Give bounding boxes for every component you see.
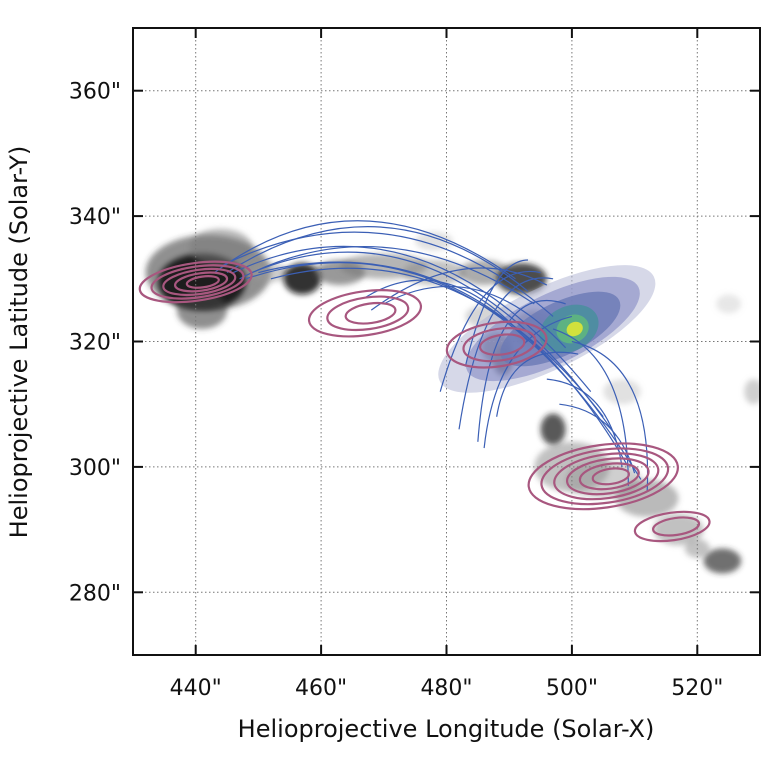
x-tick-label: 520"	[671, 676, 723, 701]
y-tick-label: 320"	[69, 331, 121, 356]
x-tick-label: 480"	[420, 676, 472, 701]
contour-level	[185, 275, 220, 289]
contour-level	[462, 327, 537, 363]
euv-bright-patch	[653, 513, 704, 546]
field-line	[220, 231, 554, 317]
euv-bright-patch	[402, 259, 466, 286]
euv-bright-patch	[189, 228, 253, 267]
field-line	[496, 351, 579, 417]
field-line	[571, 340, 649, 493]
pink-contour-sources	[138, 260, 711, 543]
euv-bright-patch	[603, 379, 641, 405]
field-line	[239, 245, 535, 305]
y-axis-title: Helioprojective Latitude (Solar-Y)	[5, 146, 33, 539]
field-line	[464, 259, 529, 367]
contour-level	[173, 271, 229, 293]
euv-bright-patch	[540, 413, 566, 445]
contour-level	[591, 467, 631, 486]
contour-level	[162, 267, 237, 297]
x-tick-label: 500"	[546, 676, 598, 701]
contour-level	[527, 442, 679, 511]
contour-level	[478, 333, 526, 356]
y-tick-label: 280"	[69, 581, 121, 606]
euv-bright-patch	[703, 548, 742, 574]
euv-bright-patch	[415, 231, 453, 251]
filled-source-level	[566, 321, 583, 337]
field-line	[552, 328, 629, 486]
field-line	[251, 251, 617, 436]
field-line	[546, 378, 623, 467]
field-line	[214, 220, 516, 280]
contour-level	[578, 462, 640, 491]
contour-level	[565, 457, 650, 496]
contour-level	[344, 301, 397, 325]
field-line	[370, 267, 548, 311]
x-tick-label: 440"	[170, 676, 222, 701]
contour-level	[540, 447, 670, 506]
y-tick-label: 360"	[69, 80, 121, 105]
field-line	[439, 270, 541, 392]
contour-level	[150, 264, 245, 300]
x-tick-label: 460"	[295, 676, 347, 701]
euv-bright-patch	[716, 294, 742, 314]
euv-bright-patch	[744, 379, 760, 405]
y-tick-label: 300"	[69, 456, 121, 481]
contour-level	[652, 516, 701, 537]
field-line	[458, 277, 554, 430]
x-tick-labels: 440" 460" 480" 500" 520"	[170, 676, 724, 701]
axis-ticks	[133, 28, 760, 655]
x-axis-title: Helioprojective Longitude (Solar-X)	[238, 715, 655, 743]
field-line	[258, 261, 629, 468]
contour-level	[633, 510, 711, 543]
field-line	[226, 226, 529, 292]
magnetic-field-lines	[214, 220, 649, 493]
field-line	[477, 299, 566, 442]
y-tick-labels: 280" 300" 320" 340" 360"	[69, 80, 121, 607]
y-tick-label: 340"	[69, 205, 121, 230]
field-line	[245, 262, 642, 480]
field-line	[270, 267, 604, 418]
field-line	[559, 403, 636, 474]
contour-level	[307, 289, 423, 338]
contour-level	[138, 260, 253, 304]
contour-level	[445, 320, 548, 369]
contour-level	[553, 452, 660, 501]
contour-level	[326, 295, 410, 332]
field-line	[233, 245, 592, 393]
grid-lines	[133, 28, 760, 655]
